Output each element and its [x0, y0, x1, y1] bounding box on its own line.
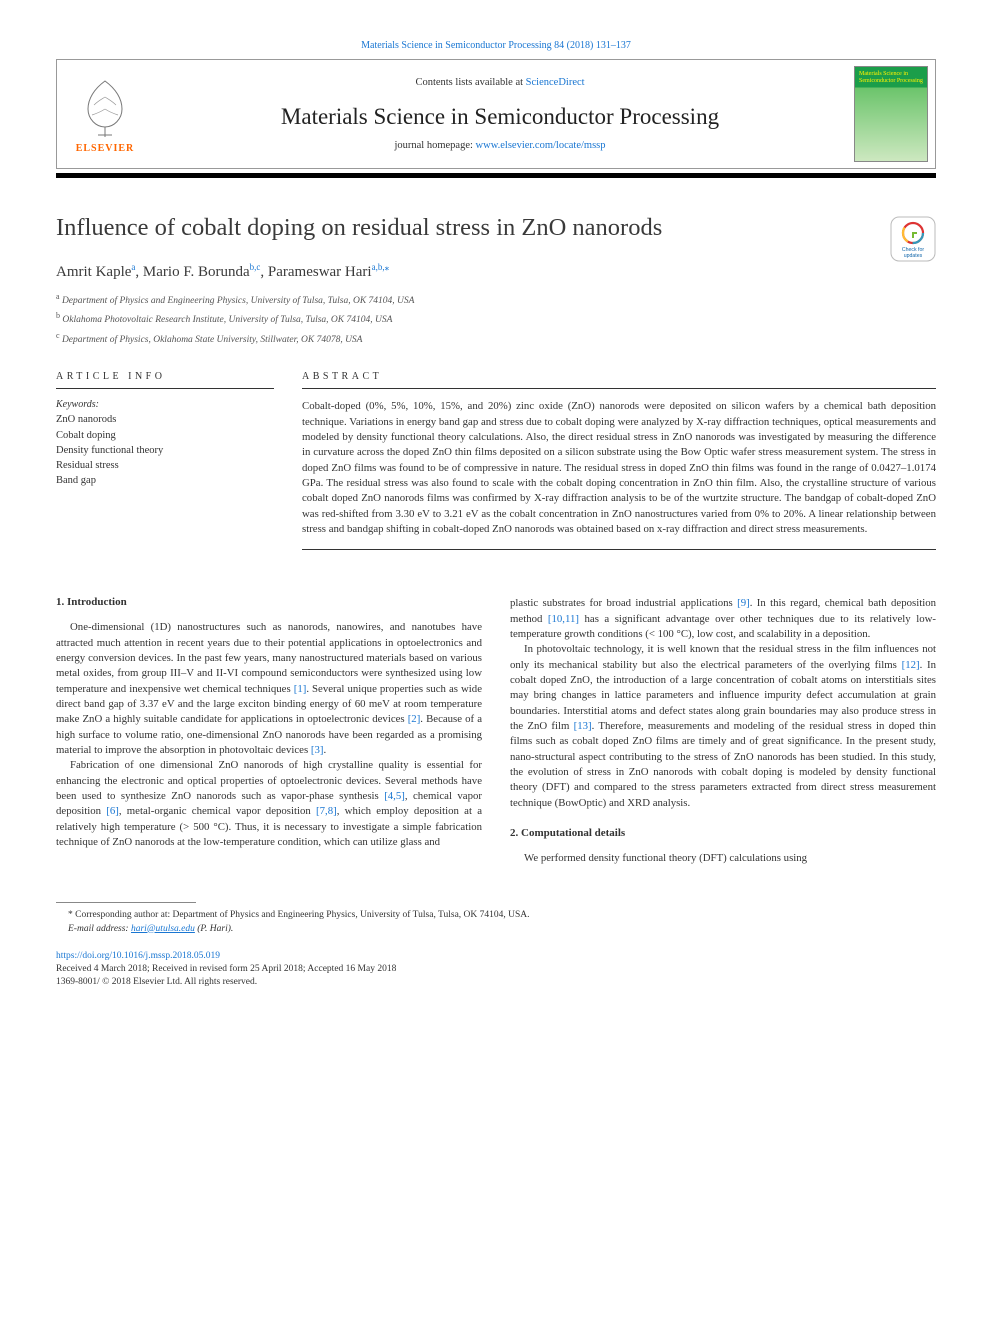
elsevier-label: ELSEVIER — [76, 143, 135, 154]
ref-link[interactable]: [7,8] — [316, 805, 337, 817]
affiliation: a Department of Physics and Engineering … — [56, 291, 936, 308]
abstract-column: ABSTRACT Cobalt-doped (0%, 5%, 10%, 15%,… — [302, 371, 936, 550]
header-center: Contents lists available at ScienceDirec… — [153, 60, 847, 168]
email-suffix: (P. Hari). — [195, 924, 233, 934]
elsevier-logo: ELSEVIER — [57, 60, 153, 168]
affil-text: Oklahoma Photovoltaic Research Institute… — [62, 316, 392, 326]
affiliation: b Oklahoma Photovoltaic Research Institu… — [56, 310, 936, 327]
article-info-label: ARTICLE INFO — [56, 371, 274, 382]
keyword: Cobalt doping — [56, 428, 274, 443]
affil-marker: a — [131, 262, 135, 272]
body-columns: 1. Introduction One-dimensional (1D) nan… — [56, 596, 936, 866]
keyword: Band gap — [56, 473, 274, 488]
journal-cover: Materials Science in Semiconductor Proce… — [847, 60, 935, 168]
contents-line: Contents lists available at ScienceDirec… — [165, 77, 835, 88]
footnote-rule — [56, 902, 196, 903]
corr-marker: ⁎ — [385, 262, 390, 272]
ref-link[interactable]: [1] — [294, 683, 307, 695]
keyword: Residual stress — [56, 458, 274, 473]
section-heading: 1. Introduction — [56, 596, 482, 608]
ref-link[interactable]: [2] — [408, 713, 421, 725]
ref-link[interactable]: [9] — [737, 597, 750, 609]
body-column-right: plastic substrates for broad industrial … — [510, 596, 936, 866]
paragraph: plastic substrates for broad industrial … — [510, 596, 936, 642]
contents-prefix: Contents lists available at — [415, 77, 525, 88]
sciencedirect-link[interactable]: ScienceDirect — [526, 77, 585, 88]
header-rule — [56, 173, 936, 178]
paragraph: In photovoltaic technology, it is well k… — [510, 642, 936, 811]
top-citation[interactable]: Materials Science in Semiconductor Proce… — [56, 40, 936, 51]
body-column-left: 1. Introduction One-dimensional (1D) nan… — [56, 596, 482, 866]
abstract-rule-bottom — [302, 549, 936, 550]
cover-text: Materials Science in Semiconductor Proce… — [859, 71, 923, 84]
affil-text: Department of Physics, Oklahoma State Un… — [62, 335, 363, 345]
doi-block: https://doi.org/10.1016/j.mssp.2018.05.0… — [56, 950, 936, 990]
ref-link[interactable]: [3] — [311, 744, 324, 756]
email-footnote: E-mail address: hari@utulsa.edu (P. Hari… — [56, 923, 936, 936]
doi-link[interactable]: https://doi.org/10.1016/j.mssp.2018.05.0… — [56, 950, 936, 963]
received-dates: Received 4 March 2018; Received in revis… — [56, 963, 936, 976]
homepage-line: journal homepage: www.elsevier.com/locat… — [165, 140, 835, 151]
corresponding-footnote: * Corresponding author at: Department of… — [56, 909, 936, 922]
affil-marker: a,b, — [372, 262, 385, 272]
article-info-column: ARTICLE INFO Keywords: ZnO nanorods Coba… — [56, 371, 274, 550]
abstract-rule-top — [302, 388, 936, 389]
ref-link[interactable]: [12] — [902, 659, 920, 671]
email-link[interactable]: hari@utulsa.edu — [131, 924, 195, 934]
paragraph: Fabrication of one dimensional ZnO nanor… — [56, 758, 482, 850]
ref-link[interactable]: [6] — [106, 805, 119, 817]
svg-text:updates: updates — [904, 253, 923, 259]
keyword: Density functional theory — [56, 443, 274, 458]
info-rule — [56, 388, 274, 389]
info-abstract-row: ARTICLE INFO Keywords: ZnO nanorods Coba… — [56, 371, 936, 550]
affiliation: c Department of Physics, Oklahoma State … — [56, 330, 936, 347]
affil-text: Department of Physics and Engineering Ph… — [62, 296, 415, 306]
affil-marker: b,c — [250, 262, 261, 272]
homepage-link[interactable]: www.elsevier.com/locate/mssp — [476, 140, 606, 151]
paragraph: One-dimensional (1D) nanostructures such… — [56, 620, 482, 758]
check-updates-badge[interactable]: Check for updates — [890, 216, 936, 262]
abstract-text: Cobalt-doped (0%, 5%, 10%, 15%, and 20%)… — [302, 399, 936, 537]
journal-header: ELSEVIER Contents lists available at Sci… — [56, 59, 936, 169]
paragraph: We performed density functional theory (… — [510, 851, 936, 866]
cover-thumbnail: Materials Science in Semiconductor Proce… — [854, 66, 928, 162]
corr-text: * Corresponding author at: Department of… — [68, 910, 530, 920]
journal-name: Materials Science in Semiconductor Proce… — [165, 104, 835, 130]
keywords-heading: Keywords: — [56, 399, 274, 410]
copyright-line: 1369-8001/ © 2018 Elsevier Ltd. All righ… — [56, 976, 936, 989]
section-heading: 2. Computational details — [510, 827, 936, 839]
page-root: Materials Science in Semiconductor Proce… — [0, 0, 992, 1020]
abstract-label: ABSTRACT — [302, 371, 936, 382]
elsevier-tree-icon — [74, 75, 136, 141]
ref-link[interactable]: [13] — [574, 720, 592, 732]
homepage-prefix: journal homepage: — [394, 140, 475, 151]
email-label: E-mail address: — [68, 924, 131, 934]
ref-link[interactable]: [4,5] — [384, 790, 405, 802]
ref-link[interactable]: [10,11] — [548, 613, 579, 625]
keyword: ZnO nanorods — [56, 412, 274, 427]
article-title: Influence of cobalt doping on residual s… — [56, 214, 878, 242]
author-list: Amrit Kaplea, Mario F. Borundab,c, Param… — [56, 262, 936, 281]
title-row: Influence of cobalt doping on residual s… — [56, 214, 936, 262]
